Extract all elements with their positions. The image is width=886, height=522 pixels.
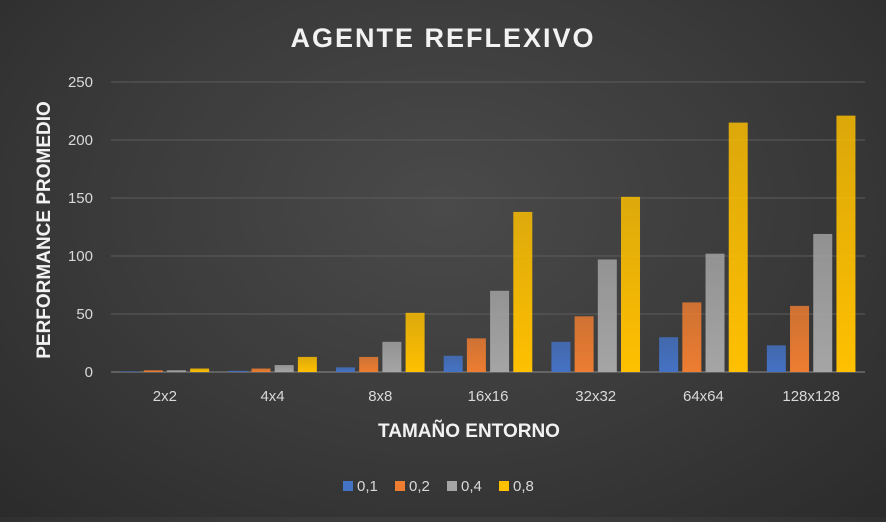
bars (120, 115, 856, 372)
y-tick-label: 100 (68, 248, 93, 265)
bar-8x8-0,4 (382, 341, 402, 372)
bar-32x32-0,1 (551, 341, 571, 372)
gridlines (111, 81, 865, 373)
legend-swatch (499, 481, 509, 491)
bar-32x32-0,4 (597, 259, 617, 372)
bar-8x8-0,2 (359, 356, 379, 372)
bar-16x16-0,8 (513, 211, 533, 372)
bar-32x32-0,2 (574, 316, 594, 372)
legend-label: 0,1 (357, 478, 378, 495)
legend-swatch (343, 481, 353, 491)
bar-64x64-0,1 (659, 337, 679, 372)
x-axis-ticks: 2x2 4x4 8x8 16x16 32x32 64x64 128x128 (153, 388, 840, 405)
bar-2x2-0,1 (120, 371, 140, 372)
legend-label: 0,4 (461, 478, 482, 495)
y-tick-label: 250 (68, 74, 93, 91)
bar-4x4-0,4 (274, 365, 294, 372)
legend-swatch (447, 481, 457, 491)
bar-128x128-0,1 (766, 345, 786, 372)
bar-128x128-0,4 (813, 233, 833, 372)
bar-64x64-0,2 (682, 302, 702, 372)
bar-64x64-0,8 (728, 122, 748, 372)
legend-label: 0,8 (513, 478, 534, 495)
x-axis-label: TAMAÑO ENTORNO (378, 420, 560, 442)
legend-swatch (395, 481, 405, 491)
bar-4x4-0,2 (251, 368, 271, 372)
bar-2x2-0,8 (190, 368, 210, 372)
bar-128x128-0,8 (836, 115, 856, 372)
legend-label: 0,2 (409, 478, 430, 495)
legend: 0,1 0,2 0,4 0,8 (343, 478, 534, 495)
x-tick-label: 4x4 (260, 388, 284, 405)
bar-2x2-0,4 (166, 370, 186, 372)
x-tick-label: 8x8 (368, 388, 392, 405)
x-tick-label: 128x128 (782, 388, 840, 405)
x-tick-label: 64x64 (683, 388, 724, 405)
bar-16x16-0,1 (443, 355, 463, 372)
y-tick-label: 150 (68, 190, 93, 207)
y-axis-label: PERFORMANCE PROMEDIO (34, 101, 55, 359)
bar-8x8-0,8 (405, 312, 425, 372)
bar-8x8-0,1 (335, 367, 355, 372)
bar-16x16-0,2 (466, 338, 486, 372)
x-tick-label: 2x2 (153, 388, 177, 405)
x-tick-label: 16x16 (468, 388, 509, 405)
y-tick-label: 200 (68, 132, 93, 149)
y-axis-ticks: 0 50 100 150 200 250 (68, 74, 93, 381)
x-tick-label: 32x32 (575, 388, 616, 405)
bar-128x128-0,2 (790, 305, 810, 372)
bar-16x16-0,4 (490, 290, 510, 372)
y-tick-label: 0 (85, 364, 93, 381)
bar-4x4-0,8 (297, 356, 317, 372)
bar-32x32-0,8 (621, 196, 641, 372)
chart-title: AGENTE REFLEXIVO (290, 23, 595, 53)
bar-2x2-0,2 (143, 370, 163, 372)
bar-64x64-0,4 (705, 253, 725, 372)
y-tick-label: 50 (76, 306, 93, 323)
bar-4x4-0,1 (228, 370, 248, 372)
